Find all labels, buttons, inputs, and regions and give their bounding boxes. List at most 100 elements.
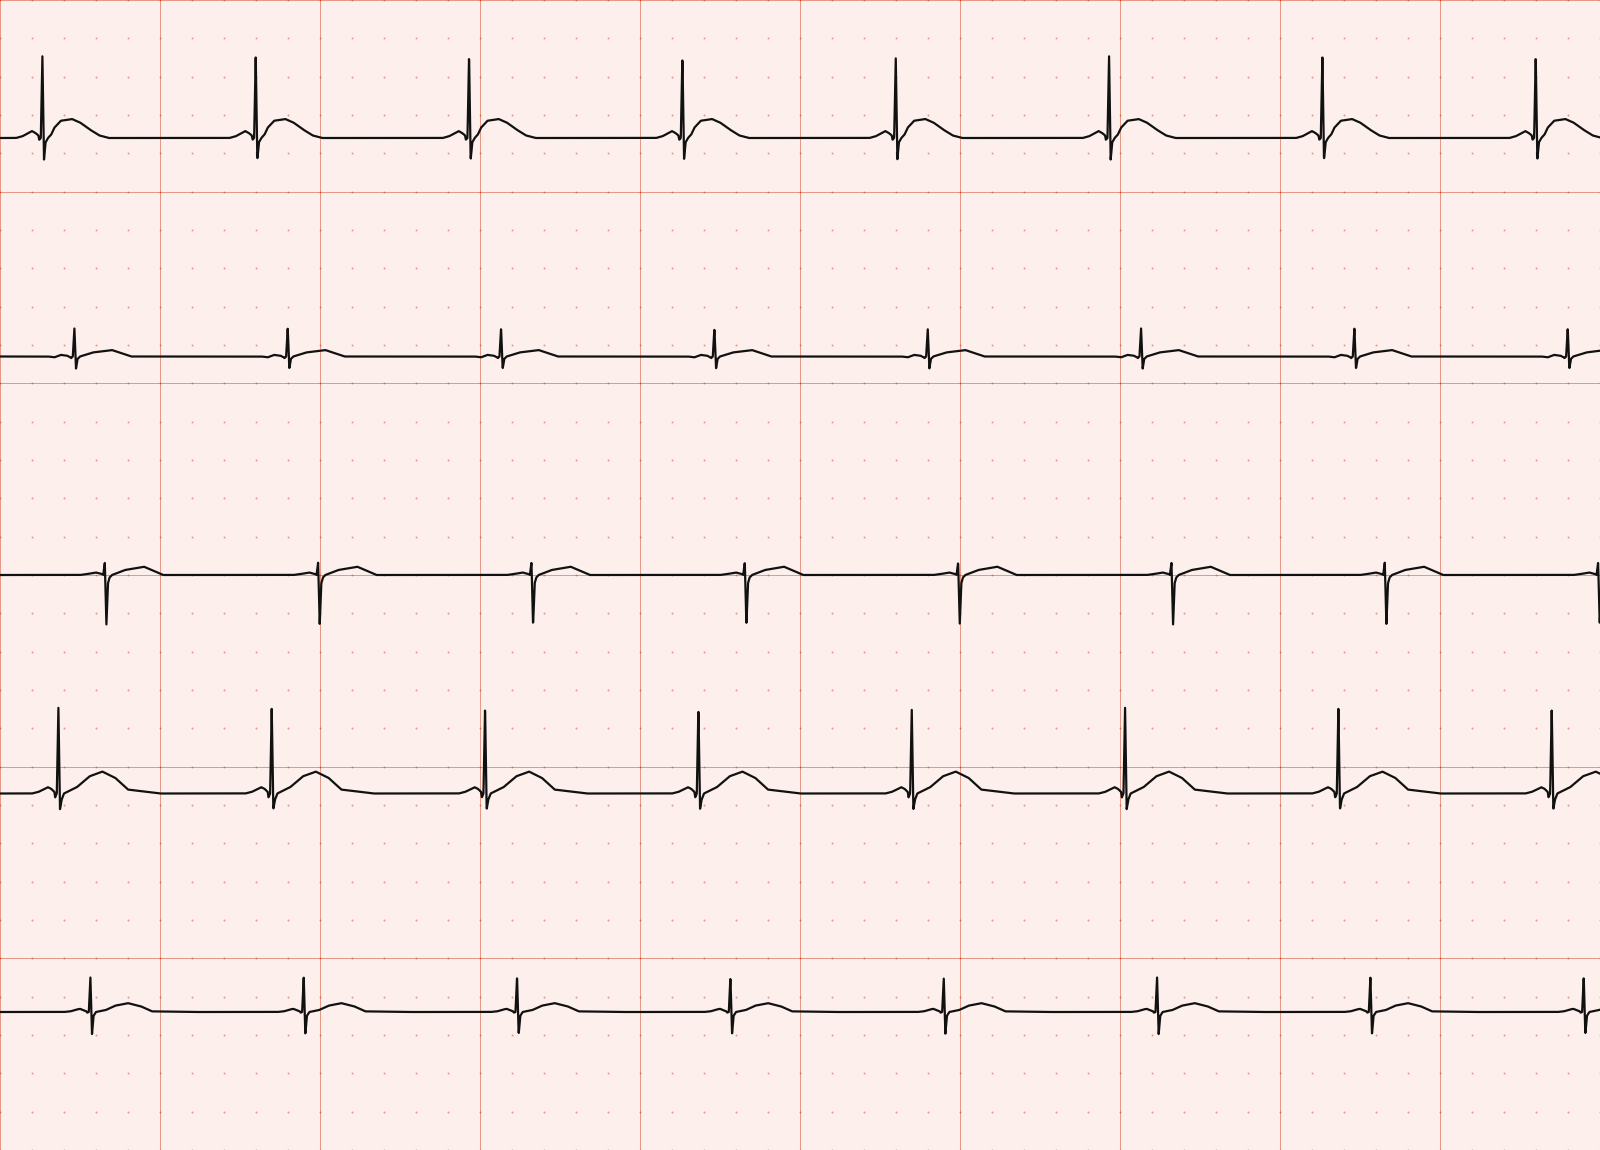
Point [1011,1064,1037,1082]
Point [755,1026,781,1044]
Point [979,413,1005,431]
Point [147,1103,173,1121]
Point [1299,604,1325,622]
Point [915,451,941,469]
Point [787,68,813,86]
Point [1267,911,1293,929]
Point [1139,29,1165,47]
Point [275,988,301,1006]
Point [1235,796,1261,814]
Point [19,144,45,162]
Point [339,988,365,1006]
Point [1203,298,1229,316]
Point [531,873,557,891]
Point [979,949,1005,967]
Point [1011,259,1037,277]
Point [1555,949,1581,967]
Point [51,221,77,239]
Point [1587,1064,1600,1082]
Point [115,719,141,737]
Point [851,566,877,584]
Point [1235,566,1261,584]
Point [275,106,301,124]
Point [1267,528,1293,546]
Point [1299,144,1325,162]
Point [531,643,557,661]
Point [723,68,749,86]
Point [1075,183,1101,201]
Point [851,796,877,814]
Point [1139,911,1165,929]
Point [1395,949,1421,967]
Point [179,949,205,967]
Point [1139,413,1165,431]
Point [83,106,109,124]
Point [1491,413,1517,431]
Point [755,873,781,891]
Point [179,1064,205,1082]
Point [1235,681,1261,699]
Point [115,374,141,392]
Point [435,949,461,967]
Point [1235,1103,1261,1121]
Point [211,144,237,162]
Point [1107,1103,1133,1121]
Point [883,106,909,124]
Point [883,0,909,9]
Point [275,29,301,47]
Point [1459,873,1485,891]
Point [1075,451,1101,469]
Point [915,796,941,814]
Point [179,566,205,584]
Point [339,1141,365,1150]
Point [1331,988,1357,1006]
Point [147,604,173,622]
Point [1555,68,1581,86]
Point [819,451,845,469]
Point [1203,528,1229,546]
Point [115,1141,141,1150]
Point [435,528,461,546]
Point [1331,259,1357,277]
Point [947,221,973,239]
Point [1523,259,1549,277]
Point [147,29,173,47]
Point [563,451,589,469]
Point [1587,873,1600,891]
Point [339,144,365,162]
Point [787,374,813,392]
Point [787,413,813,431]
Point [19,336,45,354]
Point [275,911,301,929]
Point [691,949,717,967]
Point [947,873,973,891]
Point [1331,758,1357,776]
Point [819,336,845,354]
Point [755,413,781,431]
Point [915,681,941,699]
Point [467,259,493,277]
Point [819,1141,845,1150]
Point [51,0,77,9]
Point [755,144,781,162]
Point [83,796,109,814]
Point [147,489,173,507]
Point [435,604,461,622]
Point [1363,1026,1389,1044]
Point [275,413,301,431]
Point [1427,68,1453,86]
Point [1011,68,1037,86]
Point [1139,758,1165,776]
Point [659,873,685,891]
Point [0,259,13,277]
Point [819,566,845,584]
Point [691,1064,717,1082]
Point [723,259,749,277]
Point [1395,834,1421,852]
Point [1491,681,1517,699]
Point [147,566,173,584]
Point [1331,298,1357,316]
Point [563,413,589,431]
Point [211,528,237,546]
Point [883,873,909,891]
